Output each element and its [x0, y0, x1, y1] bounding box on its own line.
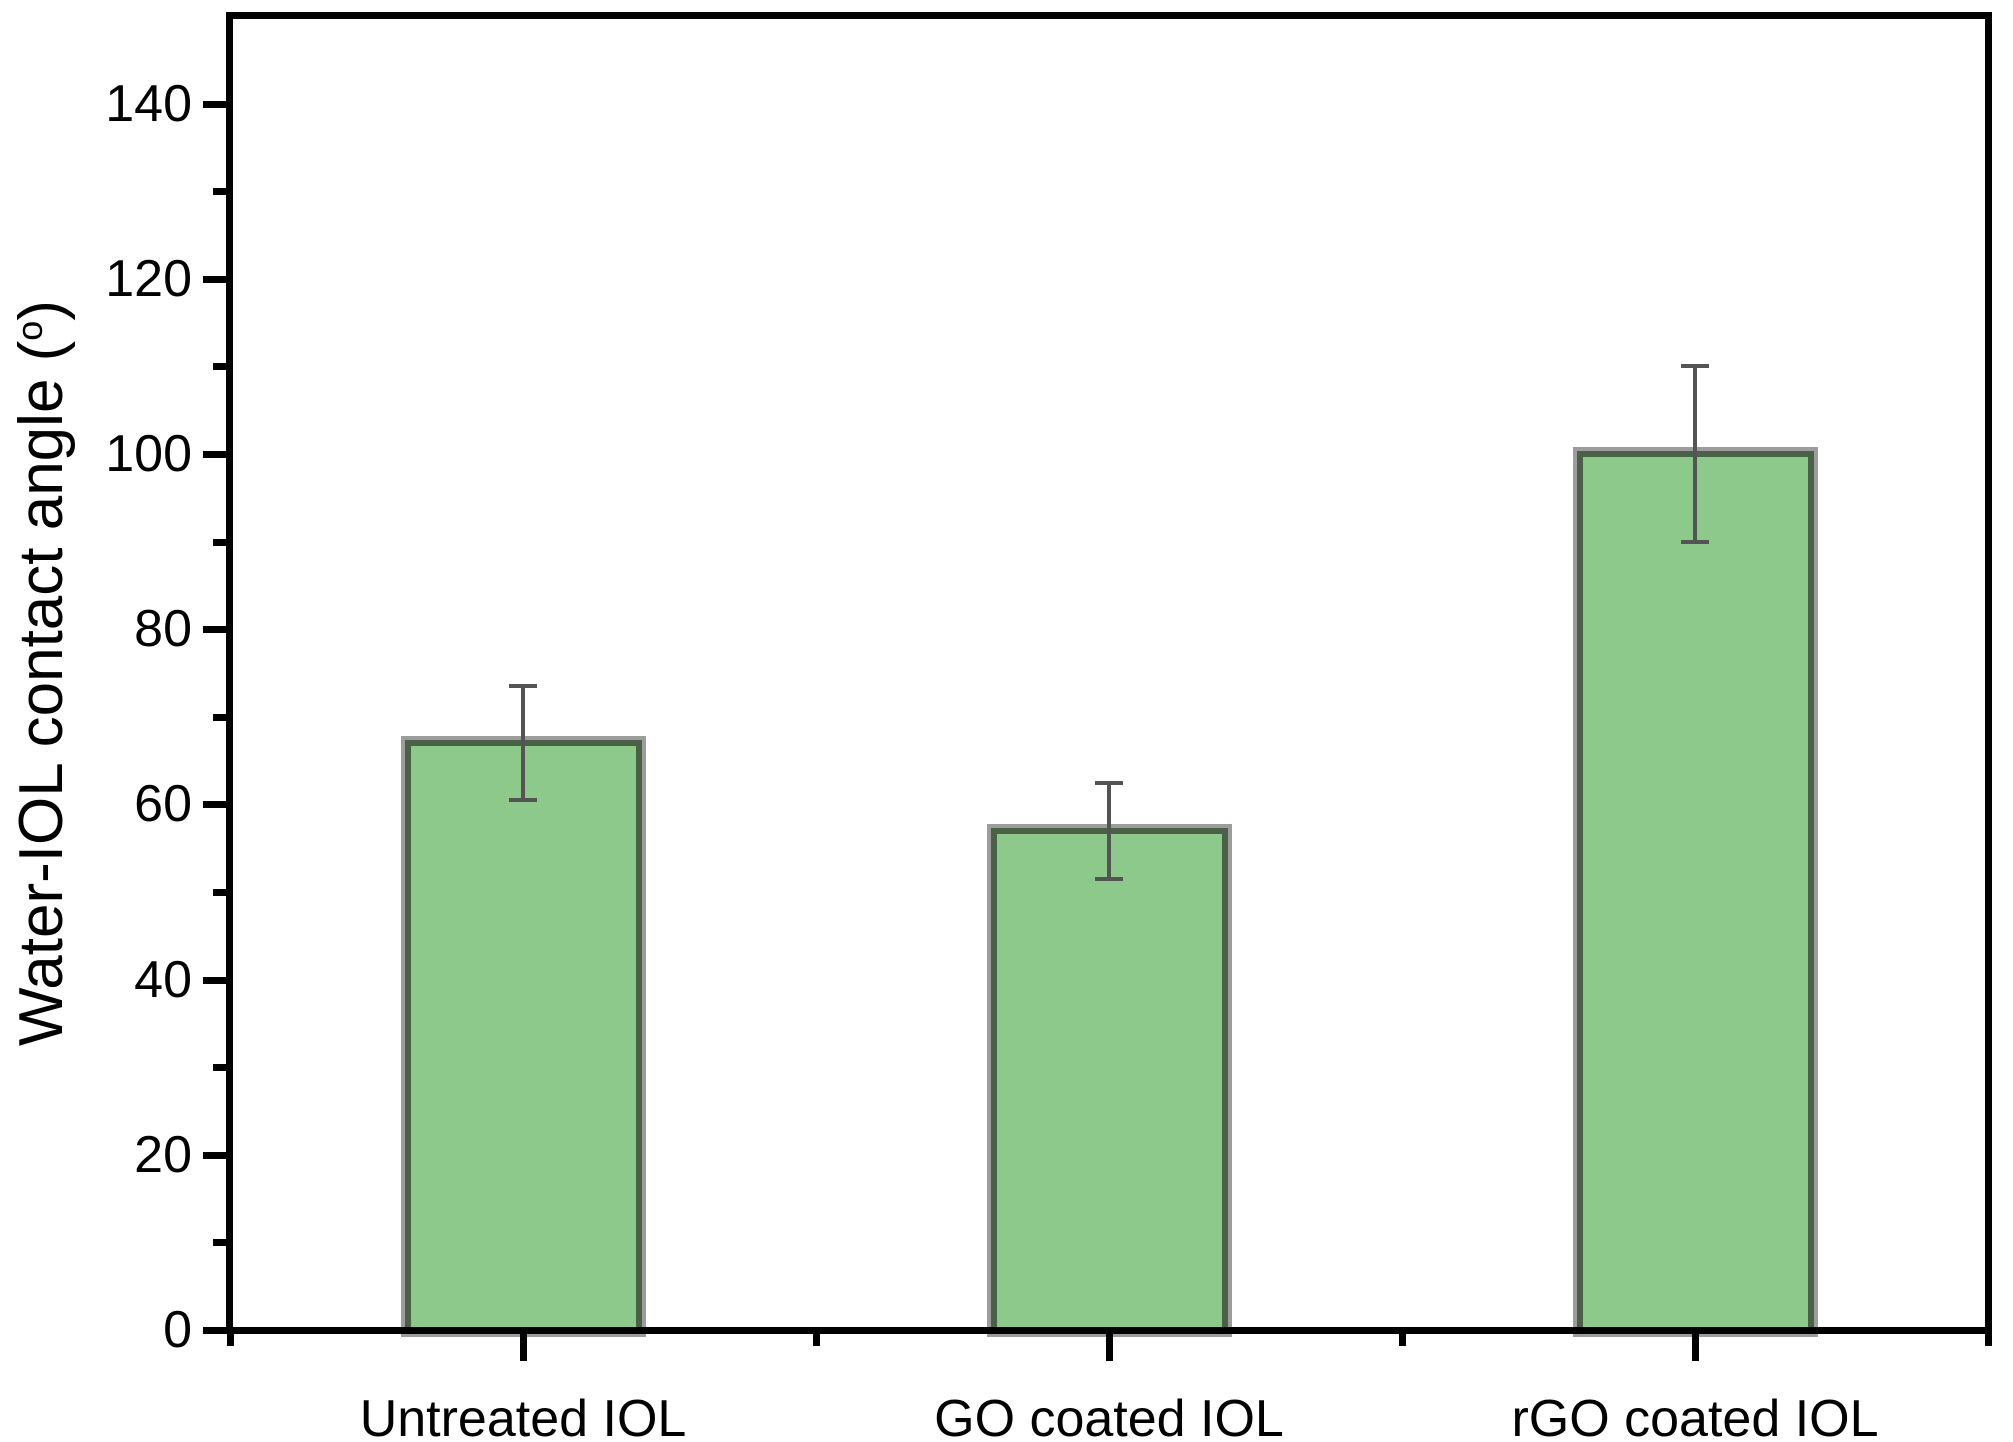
- x-axis-major-tick: [520, 1334, 527, 1361]
- x-axis-minor-tick: [1399, 1333, 1406, 1346]
- y-axis-major-tick: [203, 451, 227, 458]
- y-axis-major-tick: [203, 101, 227, 108]
- y-axis-tick-label: 140: [105, 75, 192, 133]
- error-bar-line: [1107, 783, 1111, 879]
- y-axis-title-degree-superscript: o: [9, 320, 51, 341]
- x-axis-major-tick: [1692, 1334, 1699, 1361]
- error-bar-top-cap: [1681, 364, 1709, 368]
- y-axis-major-tick: [203, 1327, 227, 1334]
- y-axis-minor-tick: [213, 363, 227, 370]
- x-axis-category-label: GO coated IOL: [934, 1390, 1284, 1442]
- y-axis-minor-tick: [213, 889, 227, 896]
- error-bar-bottom-cap: [1681, 540, 1709, 544]
- y-axis-major-tick: [203, 977, 227, 984]
- y-axis-tick-label: 80: [134, 600, 192, 658]
- bar: [400, 736, 646, 1337]
- y-axis-major-tick: [203, 626, 227, 633]
- x-axis-category-label: Untreated IOL: [359, 1390, 687, 1442]
- error-bar-bottom-cap: [1095, 877, 1123, 881]
- error-bar-bottom-cap: [509, 798, 537, 802]
- bar: [986, 824, 1232, 1337]
- y-axis-major-tick: [203, 1152, 227, 1159]
- y-axis-tick-label: 60: [134, 775, 192, 833]
- x-axis-minor-tick: [1985, 1333, 1992, 1346]
- y-axis-major-tick: [203, 276, 227, 283]
- y-axis-minor-tick: [213, 539, 227, 546]
- x-axis-minor-tick: [813, 1333, 820, 1346]
- x-axis-major-tick: [1106, 1334, 1113, 1361]
- y-axis-tick-label: 0: [163, 1301, 192, 1359]
- y-axis-tick-label: 120: [105, 250, 192, 308]
- plot-frame: [226, 12, 1992, 1334]
- error-bar-line: [521, 686, 525, 800]
- y-axis-minor-tick: [213, 714, 227, 721]
- y-axis-title: Water-IOL contact angle (o): [7, 300, 81, 1046]
- y-axis-major-tick: [203, 801, 227, 808]
- y-axis-tick-label: 40: [134, 951, 192, 1009]
- y-axis-tick-label: 100: [105, 425, 192, 483]
- x-axis-category-label: rGO coated IOL: [1511, 1390, 1879, 1442]
- y-axis-minor-tick: [213, 1239, 227, 1246]
- error-bar-top-cap: [509, 684, 537, 688]
- error-bar-top-cap: [1095, 781, 1123, 785]
- error-bar-line: [1693, 366, 1697, 542]
- y-axis-minor-tick: [213, 1064, 227, 1071]
- x-axis-minor-tick: [227, 1333, 234, 1346]
- y-axis-minor-tick: [213, 188, 227, 195]
- y-axis-tick-label: 20: [134, 1126, 192, 1184]
